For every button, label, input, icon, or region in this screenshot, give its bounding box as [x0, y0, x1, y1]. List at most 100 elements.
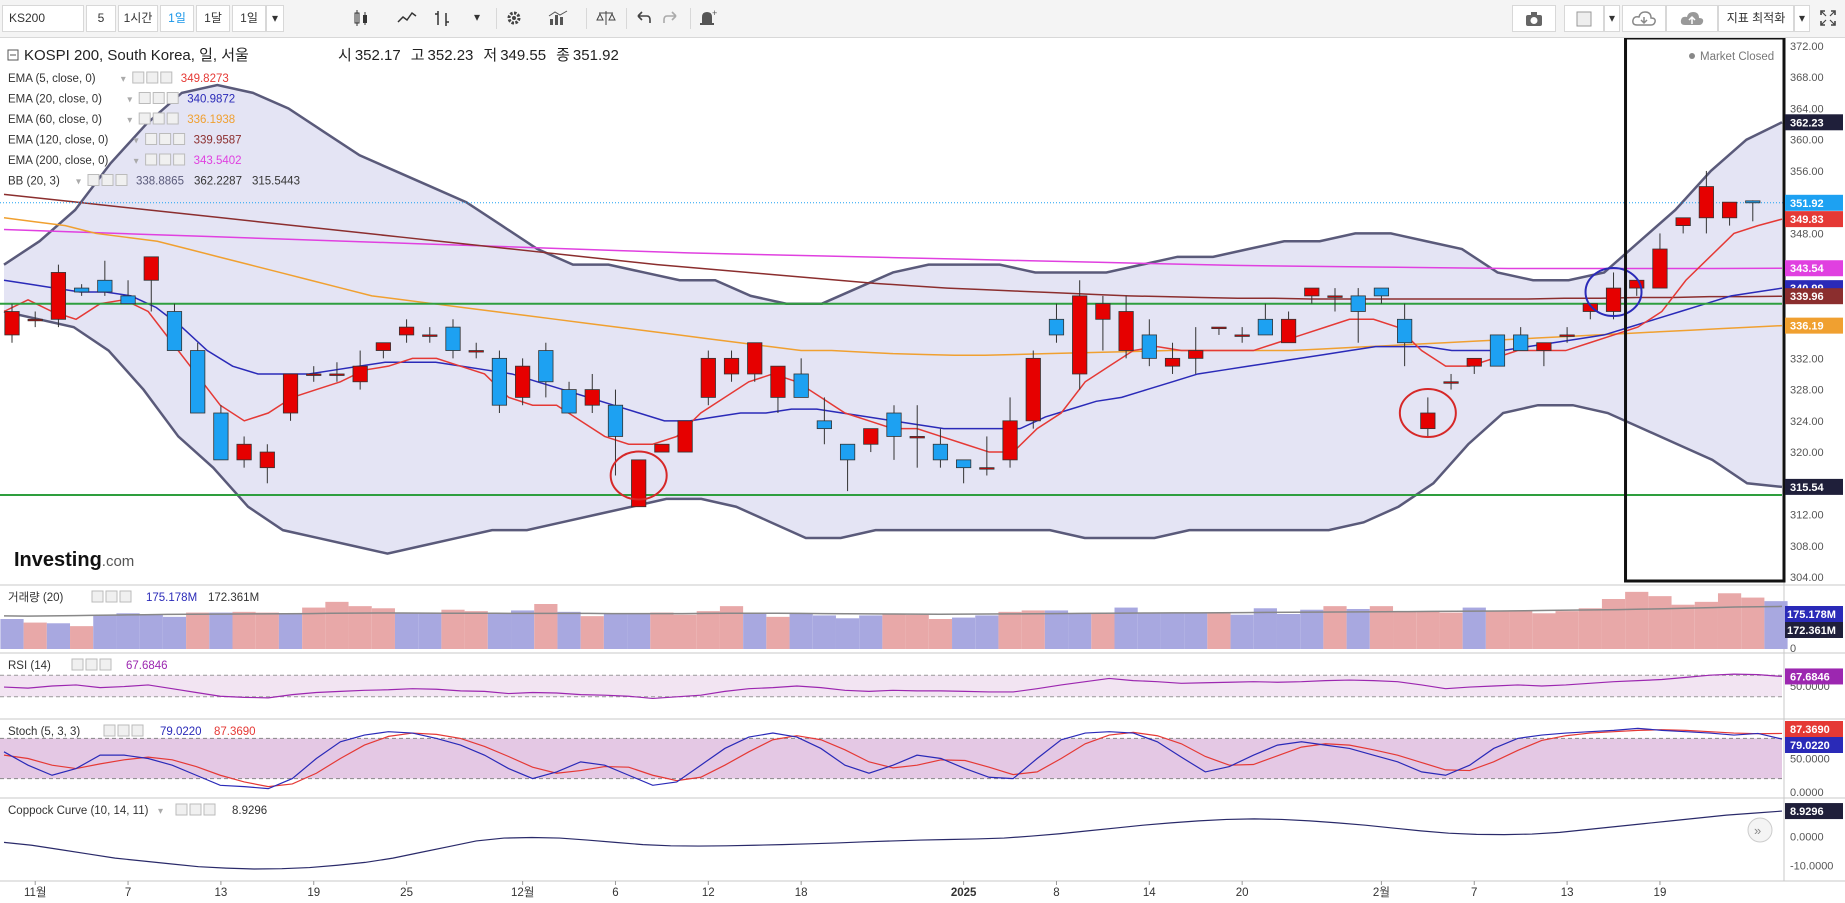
candle-body	[1559, 334, 1575, 337]
candle-body	[375, 342, 391, 351]
volume-axis-tick: 0	[1790, 643, 1796, 655]
volume-bar	[696, 611, 720, 649]
indicator-control-icon	[115, 174, 128, 186]
volume-bar	[580, 616, 604, 649]
symbol-input[interactable]: KS200	[2, 5, 84, 32]
indicator-control-icon	[71, 658, 84, 671]
volume-bar	[1764, 601, 1788, 649]
indicator-legend-chevron-icon: ▾	[134, 136, 139, 147]
time-axis-tick: 19	[1654, 887, 1667, 899]
candle-body	[491, 357, 508, 406]
candle-body	[282, 373, 299, 414]
candle-body	[1397, 318, 1413, 344]
redo-icon[interactable]	[658, 5, 684, 32]
time-axis-tick: 12	[702, 887, 715, 899]
indicator-optimize-button[interactable]: 지표 최적화	[1718, 5, 1794, 32]
chart-type-chevron-icon[interactable]: ▾	[473, 10, 481, 24]
price-label-text: 67.6846	[1790, 671, 1830, 683]
candle-body	[1721, 201, 1738, 219]
interval-1day-button[interactable]: 1일	[160, 5, 194, 32]
candle-body	[166, 311, 183, 351]
line-chart-icon[interactable]	[394, 5, 420, 32]
indicator-control-icon	[173, 133, 186, 145]
indicator-control-icon	[203, 803, 216, 816]
volume-bar	[1021, 610, 1045, 649]
volume-bar	[650, 612, 674, 649]
cloud-load-icon[interactable]	[1666, 5, 1718, 32]
price-label-text: 79.0220	[1790, 740, 1830, 752]
interval-1hour-button[interactable]: 1시간	[118, 5, 158, 32]
collapse-legend-icon	[7, 49, 19, 61]
candle-body	[4, 311, 20, 336]
volume-bar	[1509, 610, 1533, 649]
settings-gear-icon[interactable]	[500, 5, 528, 32]
candle-body	[422, 334, 438, 337]
price-axis-tick: 308.00	[1790, 541, 1824, 553]
candle-body	[213, 412, 229, 461]
indicator-control-icon	[105, 590, 118, 603]
price-label-box	[1785, 211, 1843, 228]
interval-1month-button[interactable]: 1달	[196, 5, 230, 32]
price-axis-tick: 360.00	[1790, 135, 1824, 147]
indicator-legend-chevron-icon: ▾	[127, 95, 132, 106]
optimize-chevron-icon[interactable]: ▾	[1794, 5, 1810, 32]
volume-bar	[1369, 606, 1394, 649]
candle-body	[515, 365, 531, 398]
indicator-control-icon	[91, 590, 104, 603]
volume-bar	[1601, 599, 1626, 649]
chart-canvas[interactable]: 372.00368.00364.00360.00356.00352.00348.…	[0, 36, 1845, 903]
compare-scale-icon[interactable]	[592, 5, 620, 32]
fullscreen-icon[interactable]	[1814, 5, 1842, 32]
indicator-legend-chevron-icon: ▾	[127, 115, 132, 126]
volume-legend-name: 거래량 (20)	[8, 591, 64, 604]
candle-body	[398, 326, 415, 336]
volume-bar	[186, 612, 210, 649]
price-axis-tick: 312.00	[1790, 510, 1824, 522]
volume-bar	[627, 614, 651, 649]
template-square-icon[interactable]	[1564, 5, 1604, 32]
ohlc-readout: 시 352.17 고 352.23 저 349.55 종 351.92	[338, 47, 619, 64]
price-axis-tick: 372.00	[1790, 41, 1824, 53]
alert-bell-icon[interactable]: +	[694, 5, 722, 32]
undo-icon[interactable]	[630, 5, 656, 32]
interval-5min-button[interactable]: 5	[86, 5, 116, 32]
indicator-legend-name: BB (20, 3)	[8, 176, 60, 188]
price-axis-tick: 324.00	[1790, 416, 1824, 428]
stoch-legend-name: Stoch (5, 3, 3)	[8, 726, 80, 738]
candle-body	[352, 365, 368, 383]
scroll-right-icon[interactable]	[1747, 817, 1773, 843]
volume-legend-value: 172.361M	[208, 592, 259, 604]
candle-body	[1257, 318, 1273, 336]
indicator-legend-chevron-icon: ▾	[76, 177, 81, 188]
indicators-icon[interactable]	[544, 5, 572, 32]
volume-bar	[1625, 591, 1649, 649]
indicator-legend-chevron-icon: ▾	[134, 156, 139, 167]
price-label-text: 315.54	[1790, 482, 1825, 494]
volume-bar	[534, 604, 558, 649]
volume-bar	[1462, 607, 1486, 649]
camera-icon[interactable]	[1512, 5, 1556, 32]
indicator-control-icon	[166, 92, 179, 104]
interval-dropdown-chevron-icon[interactable]: ▾	[266, 5, 284, 32]
interval-dropdown-value[interactable]: 1일	[232, 5, 266, 32]
volume-ma-line	[3, 605, 1783, 617]
volume-bar	[1091, 614, 1115, 649]
volume-bar	[278, 614, 303, 649]
candle-body	[329, 373, 345, 376]
candlestick-icon[interactable]	[348, 5, 374, 32]
cloud-save-icon[interactable]	[1622, 5, 1666, 32]
volume-bar	[1555, 611, 1579, 649]
red-annotation-circle	[609, 450, 668, 501]
indicator-control-icon	[87, 174, 100, 186]
svg-text:+: +	[712, 8, 717, 18]
volume-bar	[603, 613, 628, 649]
candle-body	[1025, 357, 1041, 422]
time-axis-tick: 13	[214, 887, 227, 899]
price-label-box	[1785, 803, 1843, 820]
price-label-box	[1785, 668, 1843, 685]
chart-area[interactable]: 372.00368.00364.00360.00356.00352.00348.…	[0, 36, 1845, 903]
bar-type-icon[interactable]	[430, 5, 456, 32]
candle-body	[1466, 357, 1482, 367]
template-chevron-icon[interactable]: ▾	[1604, 5, 1620, 32]
volume-bar	[1253, 608, 1277, 649]
